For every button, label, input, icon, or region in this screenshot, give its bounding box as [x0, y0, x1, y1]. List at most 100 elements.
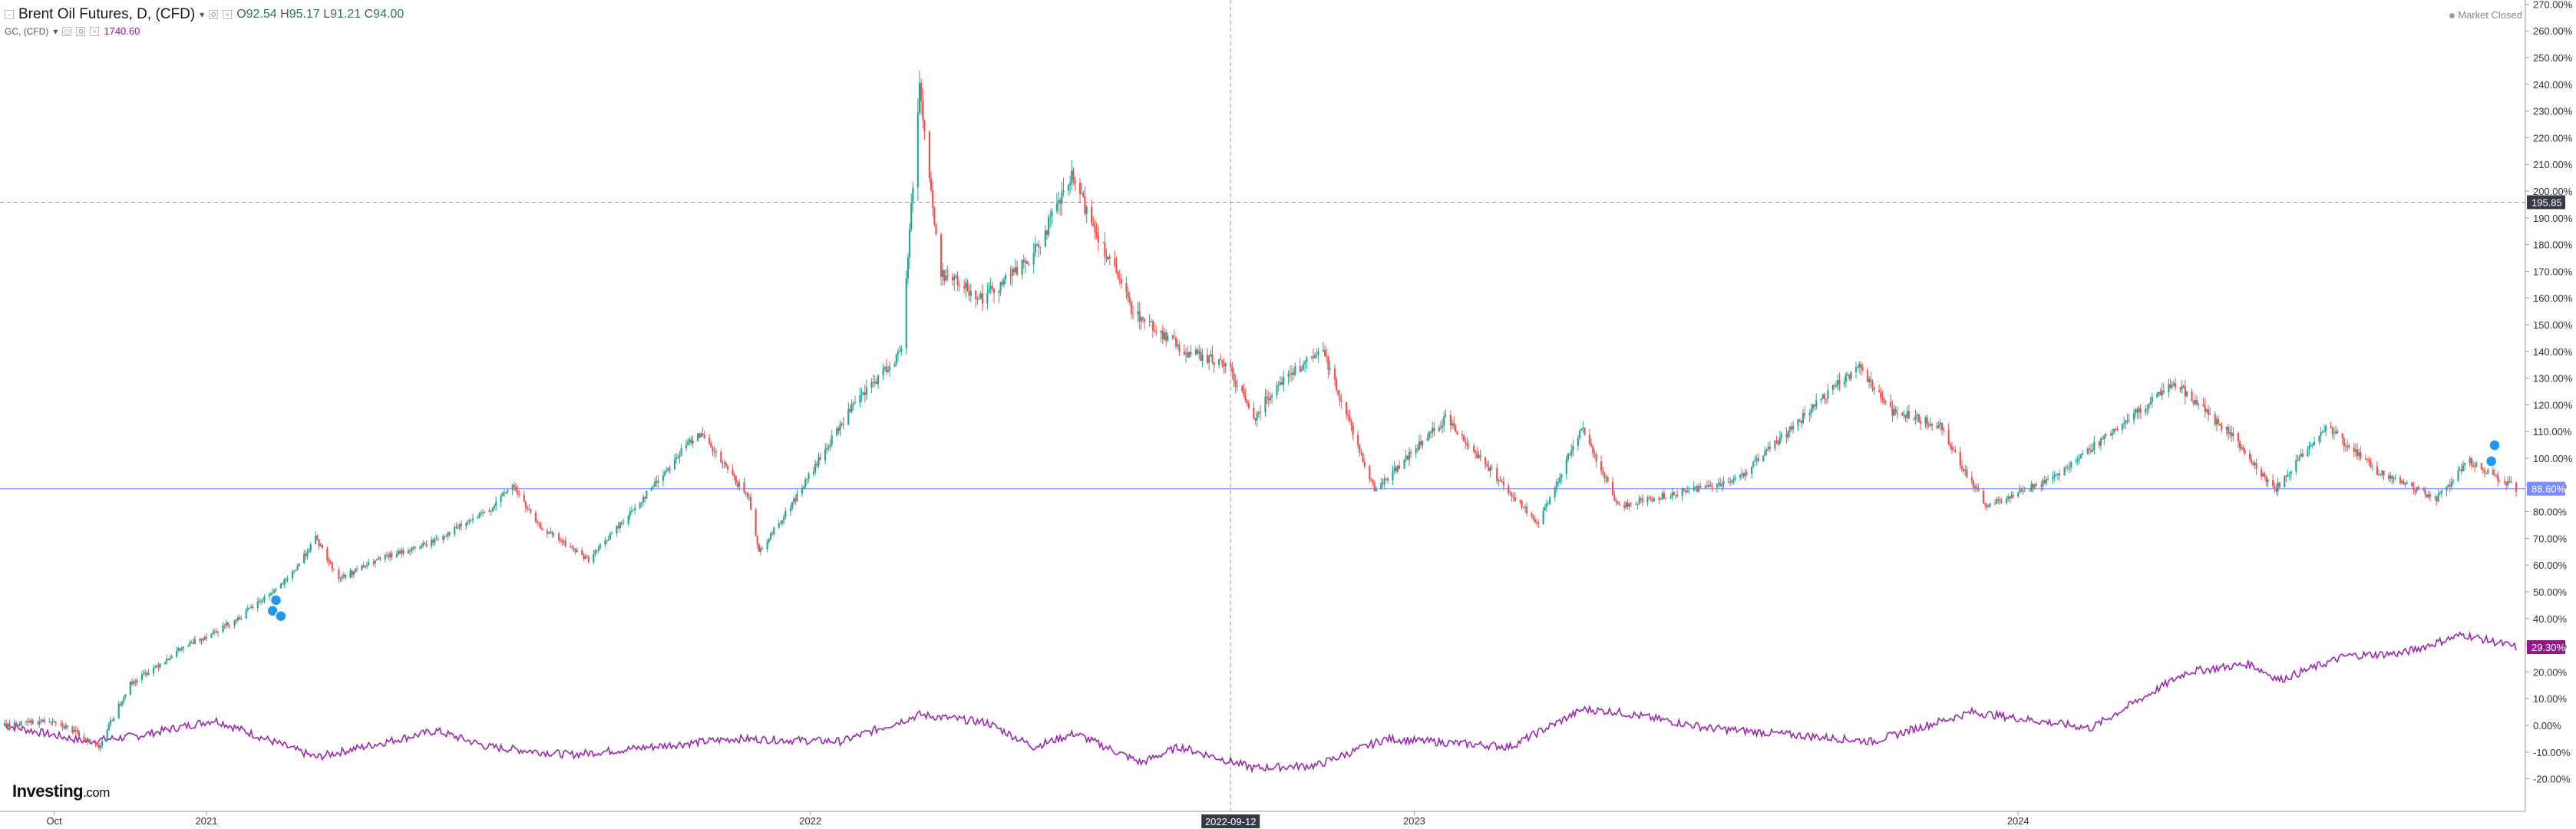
candle-body: [627, 516, 629, 524]
candle-body: [2307, 449, 2309, 457]
settings-icon[interactable]: ⚙: [209, 10, 219, 19]
candle-body: [1686, 490, 1689, 493]
candle-body: [1522, 507, 1524, 508]
compare-close-icon[interactable]: ×: [90, 27, 100, 36]
candle-body: [2472, 464, 2475, 467]
candle-body: [887, 370, 890, 372]
candle-body: [2139, 408, 2142, 413]
candle-body: [1600, 461, 1603, 471]
candle-body: [1456, 431, 1458, 435]
candle-body: [1578, 430, 1581, 438]
candle-body: [1959, 451, 1961, 466]
candle-body: [130, 682, 134, 685]
candle-body: [723, 463, 725, 464]
candle-body: [1858, 364, 1861, 368]
candle-body: [15, 722, 18, 727]
candle-body: [1699, 486, 1702, 488]
candle-body: [379, 557, 381, 560]
candle-body: [720, 451, 722, 463]
candle-body: [1304, 362, 1306, 365]
candle-body: [794, 498, 797, 501]
candle-body: [1359, 444, 1361, 453]
compare-symbol: GC, (CFD): [5, 26, 49, 37]
candle-body: [71, 727, 74, 732]
candle-body: [374, 560, 376, 564]
candle-body: [2346, 445, 2349, 448]
candle-body: [2105, 434, 2107, 437]
candle-body: [1429, 431, 1432, 433]
candle-body: [2275, 488, 2277, 492]
candle-body: [291, 571, 294, 579]
candle-body: [1808, 413, 1811, 416]
candle-body: [1312, 356, 1315, 358]
candle-body: [1382, 483, 1384, 484]
candle-body: [2287, 474, 2289, 477]
candle-body: [573, 547, 575, 549]
event-marker-icon: [2485, 455, 2498, 467]
candle-body: [2043, 480, 2046, 484]
candle-body: [2237, 433, 2239, 442]
candle-body: [147, 673, 150, 675]
interval-dropdown-icon[interactable]: ▾: [200, 9, 205, 20]
candle-body: [677, 457, 679, 458]
candle-body: [690, 439, 692, 444]
compare-dropdown-icon[interactable]: ▾: [53, 26, 58, 37]
candle-body: [923, 120, 926, 132]
close-icon[interactable]: ×: [223, 10, 233, 19]
compare-settings-icon[interactable]: ⚙: [76, 27, 86, 36]
candle-body: [2333, 433, 2335, 434]
candle-body: [2379, 474, 2382, 476]
candle-body: [368, 562, 370, 566]
candle-body: [193, 639, 196, 644]
candle-body: [2406, 482, 2408, 484]
candle-body: [817, 457, 820, 466]
candle-body: [1837, 379, 1839, 386]
candle-body: [1178, 344, 1181, 352]
candle-body: [2383, 471, 2385, 476]
candle-body: [837, 428, 840, 431]
candle-body: [1177, 344, 1179, 347]
candle-body: [1369, 465, 1371, 479]
candle-body: [2508, 481, 2511, 482]
candle-body: [870, 382, 873, 388]
candle-body: [1350, 421, 1352, 426]
candle-body: [922, 101, 924, 121]
candle-body: [279, 583, 282, 589]
candle-body: [1774, 440, 1776, 449]
candle-body: [256, 601, 259, 609]
candle-body: [342, 574, 345, 576]
candle-body: [692, 441, 694, 444]
candle-body: [2030, 484, 2033, 491]
candle-body: [1509, 493, 1511, 494]
candle-body: [530, 509, 532, 513]
candle-body: [316, 535, 319, 540]
candle-body: [43, 719, 45, 722]
compare-hide-icon[interactable]: ◻: [62, 27, 72, 36]
candle-body: [1461, 434, 1464, 436]
candle-body: [8, 723, 11, 727]
candle-body: [1061, 192, 1063, 204]
candle-body: [1210, 354, 1212, 357]
candle-body: [2207, 409, 2210, 415]
candle-body: [1352, 425, 1354, 435]
candle-body: [189, 642, 191, 646]
candle-body: [1913, 418, 1915, 420]
candle-body: [1595, 454, 1597, 462]
candle-body: [557, 533, 560, 540]
candle-body: [965, 282, 967, 289]
candle-body: [354, 569, 357, 572]
candle-body: [2284, 476, 2286, 487]
candle-body: [384, 554, 386, 560]
candle-body: [1820, 398, 1822, 401]
candle-body: [435, 539, 438, 540]
y-tick-label: 60.00%: [2533, 560, 2568, 571]
candle-body: [2498, 481, 2501, 482]
candle-body: [930, 178, 933, 190]
candle-body: [1982, 490, 1985, 504]
candle-body: [1669, 497, 1672, 499]
candle-body: [1696, 486, 1699, 492]
candle-body: [262, 600, 264, 602]
collapse-legend-icon[interactable]: −: [5, 10, 14, 19]
candle-body: [2168, 384, 2170, 393]
